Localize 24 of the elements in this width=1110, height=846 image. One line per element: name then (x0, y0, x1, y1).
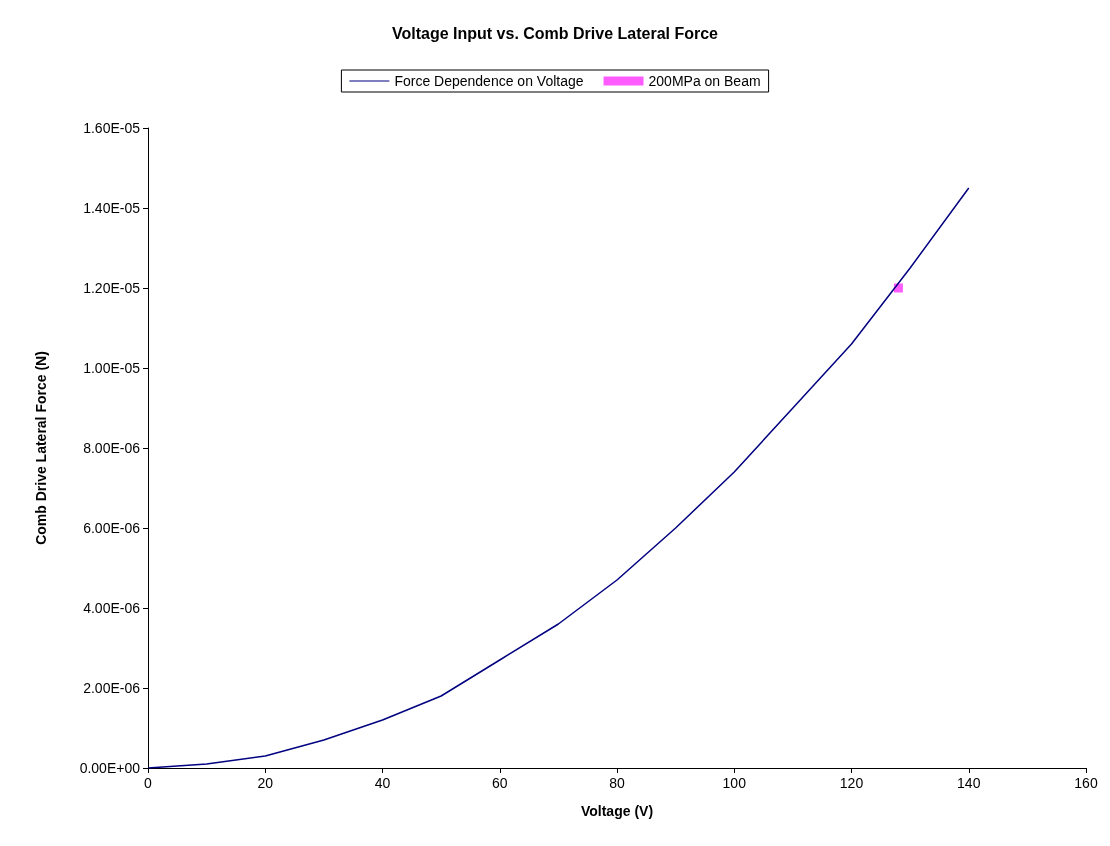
y-tick-label: 1.20E-05 (83, 280, 141, 296)
y-tick-label: 4.00E-06 (83, 600, 141, 616)
x-tick-label: 100 (722, 775, 747, 791)
y-tick-label: 6.00E-06 (83, 520, 141, 536)
y-tick-label: 1.40E-05 (83, 200, 141, 216)
chart-title: Voltage Input vs. Comb Drive Lateral Force (392, 24, 719, 42)
y-tick-label: 1.60E-05 (83, 120, 141, 136)
y-tick-label: 1.00E-05 (83, 360, 141, 376)
x-tick-label: 40 (374, 775, 391, 791)
x-tick-label: 20 (257, 775, 274, 791)
legend-label: 200MPa on Beam (648, 73, 761, 89)
y-tick-label: 2.00E-06 (83, 680, 141, 696)
line-series (147, 187, 970, 769)
x-tick-label: 120 (839, 775, 864, 791)
x-tick-label: 80 (609, 775, 625, 791)
legend-label: Force Dependence on Voltage (394, 73, 584, 89)
x-tick-label: 140 (957, 775, 981, 791)
x-tick-label: 0 (144, 775, 153, 791)
x-tick-label: 160 (1074, 775, 1098, 791)
y-axis-title: Comb Drive Lateral Force (N) (33, 351, 49, 545)
y-tick-label: 0.00E+00 (79, 760, 141, 776)
x-tick-label: 60 (491, 775, 508, 791)
x-axis-title: Voltage (V) (580, 803, 654, 819)
y-tick-label: 8.00E-06 (83, 440, 141, 456)
